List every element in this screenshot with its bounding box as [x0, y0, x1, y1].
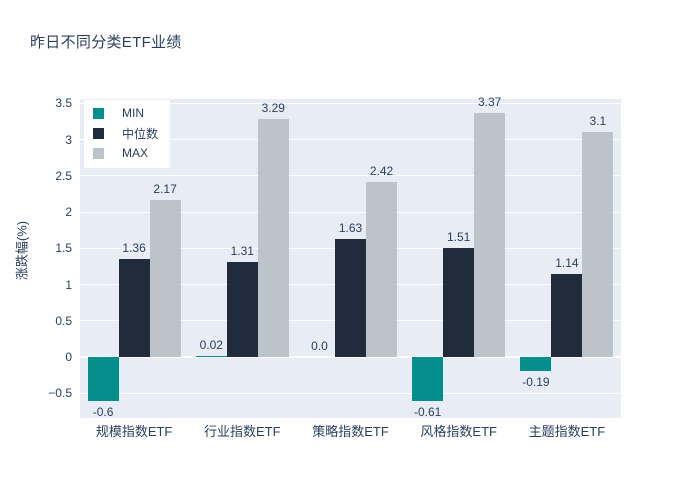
value-label: 0.02 — [199, 337, 223, 352]
legend-item-max[interactable]: MAX — [93, 143, 158, 163]
plot-area — [80, 99, 621, 418]
bar-min — [87, 357, 119, 401]
value-label: 3.1 — [589, 114, 607, 129]
y-tick-label: 2.5 — [55, 168, 72, 183]
y-tick-label: −0.5 — [48, 386, 72, 401]
x-category-label: 策略指数ETF — [312, 424, 389, 439]
median-series-swatch-icon — [93, 127, 104, 139]
legend: MIN 中位数 MAX — [84, 100, 171, 168]
bar-max — [474, 112, 506, 358]
value-label: -0.6 — [92, 404, 114, 419]
bar-min — [412, 357, 444, 402]
y-tick-label: 0 — [65, 350, 72, 365]
bar-median — [118, 258, 150, 358]
bar-max — [257, 118, 289, 358]
legend-label-median: 中位数 — [122, 126, 159, 141]
bar-median — [226, 262, 258, 358]
bar-max — [149, 199, 181, 358]
x-category-label: 主题指数ETF — [528, 424, 606, 439]
value-label: 2.42 — [369, 163, 394, 178]
min-series-swatch-icon — [93, 107, 104, 119]
legend-item-median[interactable]: 中位数 — [93, 123, 158, 143]
x-category-label: 风格指数ETF — [420, 424, 497, 439]
value-label: 1.14 — [555, 256, 579, 271]
value-label: 1.51 — [447, 229, 471, 244]
y-tick-label: 2 — [65, 205, 72, 220]
bar-median — [335, 238, 366, 358]
bar-min — [520, 357, 552, 371]
zero-line — [80, 356, 621, 359]
bar-max — [582, 132, 614, 358]
y-tick-label: 3 — [65, 132, 72, 147]
gridline — [80, 392, 621, 394]
y-tick-label: 1.5 — [55, 241, 72, 256]
bar-median — [551, 274, 583, 358]
y-tick-label: 3.5 — [55, 96, 72, 111]
value-label: 1.36 — [122, 240, 146, 255]
value-label: 1.63 — [338, 220, 363, 235]
value-label: -0.19 — [522, 374, 550, 389]
value-label: 3.37 — [478, 94, 502, 109]
y-tick-label: 0.5 — [55, 313, 72, 328]
value-label: 0.0 — [311, 339, 328, 354]
legend-item-min[interactable]: MIN — [93, 103, 158, 123]
bar-min — [195, 355, 227, 358]
value-label: 3.29 — [261, 100, 285, 115]
bar-median — [443, 247, 475, 358]
max-series-swatch-icon — [93, 147, 104, 159]
chart-title: 昨日不同分类ETF业绩 — [30, 34, 182, 51]
bar-max — [366, 181, 397, 358]
gridline — [80, 102, 621, 104]
value-label: 1.31 — [230, 244, 254, 259]
y-tick-label: 1 — [65, 277, 72, 292]
value-label: 2.17 — [153, 181, 177, 196]
legend-label-max: MAX — [122, 146, 149, 160]
value-label: -0.61 — [414, 405, 442, 420]
x-category-label: 行业指数ETF — [204, 424, 281, 439]
legend-label-min: MIN — [122, 106, 144, 120]
gridline — [80, 211, 621, 213]
gridline — [80, 175, 621, 177]
x-category-label: 规模指数ETF — [95, 424, 173, 439]
gridline — [80, 139, 621, 141]
